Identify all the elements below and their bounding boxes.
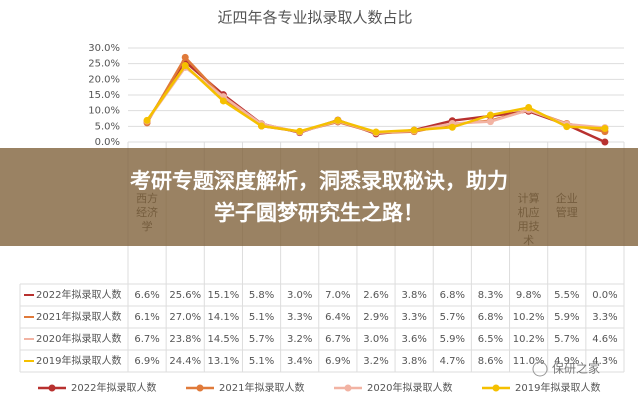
table-cell: 6.4% <box>325 312 350 323</box>
table-cell: 3.0% <box>363 334 388 345</box>
y-tick-label: 15.0% <box>88 90 120 101</box>
legend-label: 2022年拟录取人数 <box>71 381 156 394</box>
table-cell: 4.6% <box>592 334 617 345</box>
table-cell: 3.0% <box>287 290 312 301</box>
table-cell: 6.8% <box>478 312 503 323</box>
table-cell: 5.7% <box>554 334 579 345</box>
table-cell: 13.1% <box>207 356 239 367</box>
watermark-icon <box>532 361 548 377</box>
banner: 考研专题深度解析，洞悉录取秘诀，助力 学子圆梦研究生之路！ <box>0 148 638 246</box>
table-cell: 5.7% <box>440 312 465 323</box>
table-cell: 15.1% <box>207 290 239 301</box>
table-cell: 6.9% <box>134 356 159 367</box>
watermark: 保研之家 <box>552 361 600 376</box>
table-cell: 3.2% <box>363 356 388 367</box>
point <box>486 111 494 119</box>
legend-marker <box>196 384 204 392</box>
table-cell: 3.2% <box>287 334 312 345</box>
point <box>601 125 609 133</box>
table-cell: 3.8% <box>401 290 426 301</box>
table-cell: 4.9% <box>554 356 579 367</box>
table-cell: 27.0% <box>169 312 201 323</box>
table-cell: 25.6% <box>169 290 201 301</box>
legend-label: 2020年拟录取人数 <box>367 381 452 394</box>
table-cell: 3.4% <box>287 356 312 367</box>
table-cell: 4.3% <box>592 356 617 367</box>
table-cell: 7.0% <box>325 290 350 301</box>
point <box>601 138 609 146</box>
table-cell: 3.3% <box>287 312 312 323</box>
chart-title: 近四年各专业拟录取人数占比 <box>217 9 412 27</box>
table-cell: 6.7% <box>325 334 350 345</box>
table-cell: 6.8% <box>440 290 465 301</box>
legend-label: 2021年拟录取人数 <box>219 381 304 394</box>
table-cell: 5.1% <box>249 312 274 323</box>
table-cell: 3.3% <box>401 312 426 323</box>
table-cell: 5.7% <box>249 334 274 345</box>
table-cell: 3.3% <box>592 312 617 323</box>
table-cell: 8.6% <box>478 356 503 367</box>
table-cell: 6.9% <box>325 356 350 367</box>
y-tick-label: 25.0% <box>88 59 120 70</box>
table-cell: 2.6% <box>363 290 388 301</box>
table-row-label: 2020年拟录取人数 <box>36 332 121 345</box>
table-cell: 3.6% <box>401 334 426 345</box>
table-cell: 24.4% <box>169 356 201 367</box>
point <box>219 97 227 105</box>
table-cell: 10.2% <box>513 334 545 345</box>
table-cell: 3.8% <box>401 356 426 367</box>
table-cell: 6.7% <box>134 334 159 345</box>
point <box>563 123 571 131</box>
y-tick-label: 5.0% <box>95 121 120 132</box>
point <box>181 62 189 70</box>
point <box>486 118 494 126</box>
table-cell: 5.9% <box>440 334 465 345</box>
legend-marker <box>48 384 56 392</box>
banner-line: 学子圆梦研究生之路！ <box>214 201 424 225</box>
y-tick-label: 20.0% <box>88 74 120 85</box>
point <box>258 122 266 130</box>
table-cell: 10.2% <box>513 312 545 323</box>
table-cell: 14.1% <box>207 312 239 323</box>
point <box>410 126 418 134</box>
point <box>372 128 380 136</box>
legend-marker <box>344 384 352 392</box>
table-cell: 6.5% <box>478 334 503 345</box>
legend-marker <box>492 384 500 392</box>
table-cell: 2.9% <box>363 312 388 323</box>
table-cell: 5.9% <box>554 312 579 323</box>
series-line <box>146 65 606 134</box>
table-cell: 6.6% <box>134 290 159 301</box>
table-cell: 23.8% <box>169 334 201 345</box>
table-cell: 4.7% <box>440 356 465 367</box>
table-cell: 8.3% <box>478 290 503 301</box>
table-row-label: 2021年拟录取人数 <box>36 310 121 323</box>
banner-line: 考研专题深度解析，洞悉录取秘诀，助力 <box>130 169 508 193</box>
point <box>448 123 456 131</box>
table-row-label: 2022年拟录取人数 <box>36 288 121 301</box>
y-tick-label: 30.0% <box>88 43 120 54</box>
table-cell: 11.0% <box>513 356 545 367</box>
table-cell: 0.0% <box>592 290 617 301</box>
series-line <box>146 63 605 134</box>
point <box>296 127 304 135</box>
table-cell: 5.1% <box>249 356 274 367</box>
point <box>181 53 189 61</box>
table-cell: 6.1% <box>134 312 159 323</box>
y-tick-label: 0.0% <box>95 137 120 148</box>
y-tick-label: 10.0% <box>88 106 120 117</box>
table-cell: 5.8% <box>249 290 274 301</box>
table-cell: 14.5% <box>207 334 239 345</box>
legend-label: 2019年拟录取人数 <box>515 381 600 394</box>
table-cell: 9.8% <box>516 290 541 301</box>
point <box>143 116 151 124</box>
point <box>334 116 342 124</box>
table-row-label: 2019年拟录取人数 <box>36 354 121 367</box>
point <box>525 104 533 112</box>
table-cell: 5.5% <box>554 290 579 301</box>
